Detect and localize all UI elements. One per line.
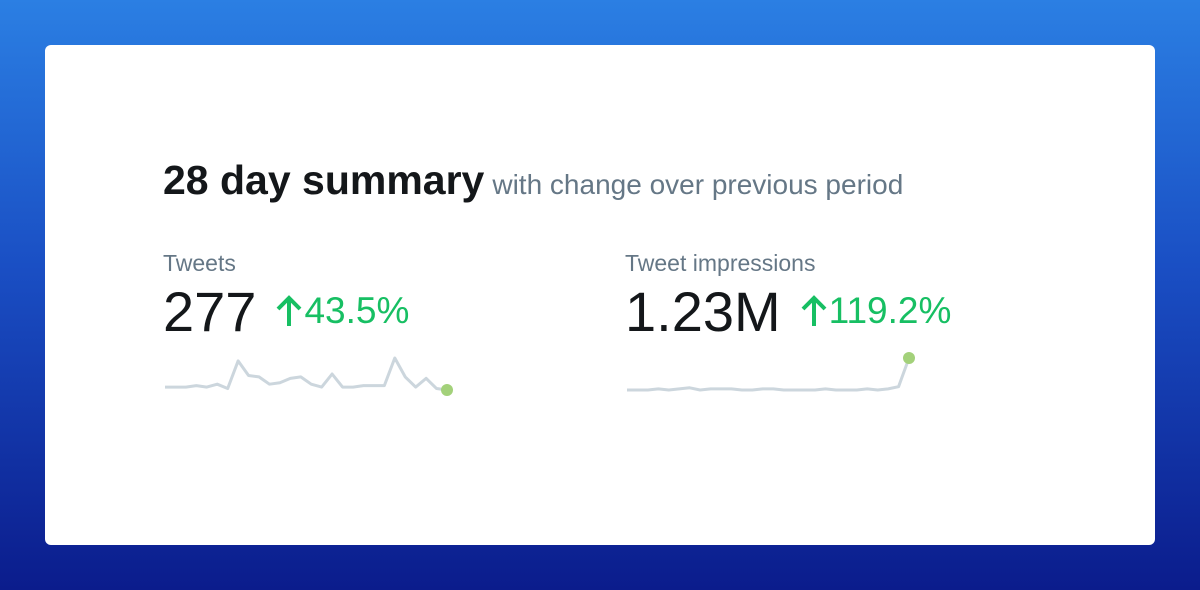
change-text: 43.5%	[304, 290, 410, 331]
up-arrow	[801, 295, 827, 326]
metric: Tweet impressions 1.23M 119.2%	[625, 250, 1065, 400]
header: 28 day summary with change over previous …	[163, 157, 903, 204]
metric-value: 1.23M	[625, 279, 781, 343]
sparkline-end-dot	[903, 352, 915, 364]
sparkline-end-dot	[441, 384, 453, 396]
metric-change: 119.2%	[799, 290, 952, 332]
metric: Tweets 277 43.5%	[163, 250, 603, 400]
metric-label: Tweets	[163, 250, 236, 276]
metric-row: 277 43.5%	[163, 279, 603, 343]
sparkline	[165, 356, 453, 396]
metric-label: Tweet impressions	[625, 250, 816, 276]
sparkline-path	[627, 357, 911, 392]
metric-change: 43.5%	[274, 290, 409, 332]
sparkline	[627, 352, 915, 392]
subtitle: with change over previous period	[492, 169, 904, 200]
up-arrow	[277, 295, 302, 326]
metric-value: 277	[163, 279, 257, 343]
metric-row: 1.23M 119.2%	[625, 279, 1065, 343]
sparkline-path	[165, 356, 448, 392]
title: 28 day summary	[163, 157, 485, 203]
change-text: 119.2%	[828, 290, 952, 331]
summary-card: 28 day summary with change over previous …	[45, 45, 1155, 545]
